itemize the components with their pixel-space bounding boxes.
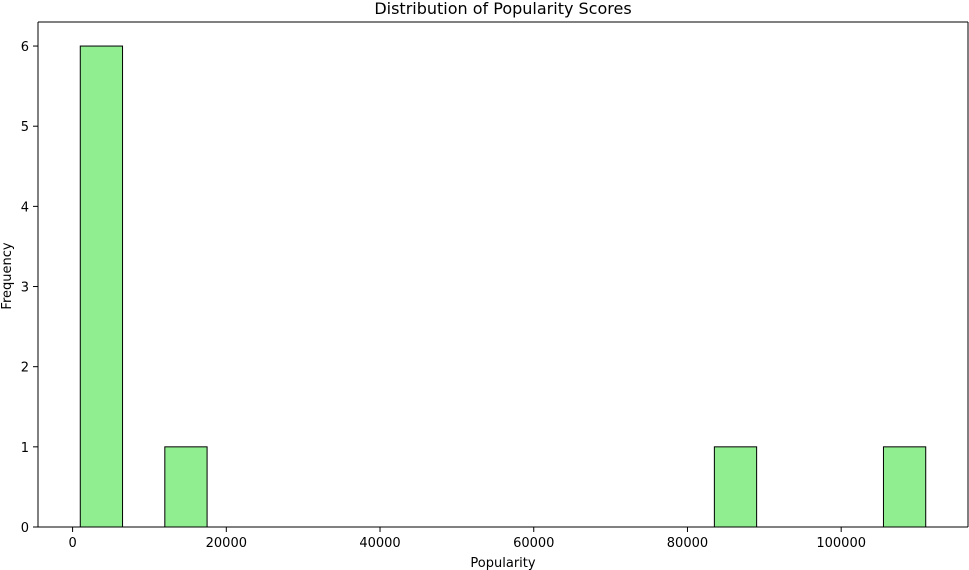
x-tick-label-3: 60000 <box>513 536 554 551</box>
x-tick-label-5: 100000 <box>816 536 866 551</box>
y-tick-label-5: 5 <box>21 120 29 135</box>
x-tick-label-1: 20000 <box>206 536 247 551</box>
y-tick-label-6: 6 <box>21 40 29 55</box>
x-tick-label-2: 40000 <box>359 536 400 551</box>
chart-title: Distribution of Popularity Scores <box>374 0 631 18</box>
histogram-bar-1 <box>164 446 208 528</box>
y-tick-label-2: 2 <box>21 361 29 376</box>
y-tick-label-3: 3 <box>21 281 29 296</box>
plot-area: 0 20000 40000 60000 80000 100000 0 1 2 3 4 5 6 <box>21 21 969 551</box>
x-axis-label: Popularity <box>470 556 535 570</box>
histogram-bar-0 <box>79 45 124 528</box>
y-tick-label-1: 1 <box>21 441 29 456</box>
y-tick-label-0: 0 <box>21 521 29 536</box>
x-tick-label-0: 0 <box>68 536 76 551</box>
y-tick-label-4: 4 <box>21 200 29 215</box>
histogram-bar-2 <box>713 446 758 528</box>
histogram-bar-3 <box>882 446 927 528</box>
y-axis-label: Frequency <box>0 242 15 309</box>
x-tick-label-4: 80000 <box>667 536 708 551</box>
